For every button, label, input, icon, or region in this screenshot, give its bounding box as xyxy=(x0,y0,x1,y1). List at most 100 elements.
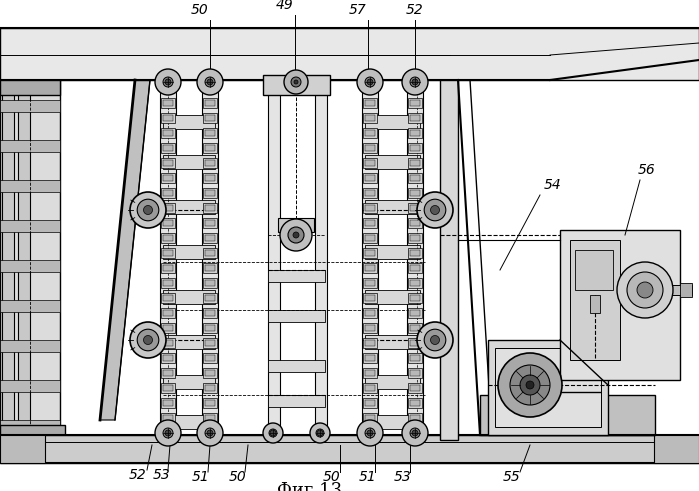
Bar xyxy=(205,295,215,301)
Bar xyxy=(363,128,377,138)
Bar xyxy=(163,245,215,259)
Circle shape xyxy=(637,282,653,298)
Circle shape xyxy=(310,423,330,443)
Bar xyxy=(363,203,377,213)
Bar xyxy=(163,130,173,136)
Bar xyxy=(408,353,422,363)
Bar xyxy=(0,80,60,95)
Bar xyxy=(363,323,377,333)
Bar xyxy=(410,280,420,286)
Bar xyxy=(203,323,217,333)
Text: 54: 54 xyxy=(544,178,562,192)
Bar xyxy=(408,218,422,228)
Bar xyxy=(163,385,173,391)
Circle shape xyxy=(316,429,324,437)
Bar xyxy=(161,278,175,288)
Bar xyxy=(408,158,422,168)
Bar xyxy=(278,218,314,232)
Bar xyxy=(163,280,173,286)
Circle shape xyxy=(137,199,159,221)
Bar xyxy=(0,435,699,463)
Bar xyxy=(161,218,175,228)
Bar xyxy=(163,235,173,241)
Bar xyxy=(408,203,422,213)
Circle shape xyxy=(367,79,373,85)
Bar xyxy=(205,145,215,151)
Bar xyxy=(365,160,375,166)
Bar xyxy=(205,220,215,226)
Bar xyxy=(365,310,375,316)
Bar xyxy=(363,413,377,423)
Bar xyxy=(163,295,173,301)
Bar xyxy=(365,335,420,349)
Bar xyxy=(205,400,215,406)
Bar xyxy=(2,80,14,440)
Bar xyxy=(362,88,378,435)
Bar xyxy=(163,415,173,421)
Bar xyxy=(205,190,215,196)
Bar xyxy=(410,250,420,256)
Text: 49: 49 xyxy=(276,0,294,12)
Bar xyxy=(161,413,175,423)
Bar xyxy=(268,88,280,435)
Bar xyxy=(410,385,420,391)
Bar xyxy=(163,115,173,121)
Bar xyxy=(205,325,215,331)
Bar xyxy=(161,338,175,348)
Bar xyxy=(203,338,217,348)
Bar xyxy=(363,248,377,258)
Bar xyxy=(203,368,217,378)
Bar xyxy=(408,278,422,288)
Bar xyxy=(410,340,420,346)
Bar xyxy=(0,300,60,312)
Bar xyxy=(161,143,175,153)
Bar xyxy=(410,100,420,106)
Bar xyxy=(408,143,422,153)
Polygon shape xyxy=(100,80,150,420)
Bar xyxy=(203,293,217,303)
Circle shape xyxy=(365,428,375,438)
Bar xyxy=(365,200,420,214)
Circle shape xyxy=(520,375,540,395)
Bar xyxy=(203,158,217,168)
Text: 53: 53 xyxy=(153,468,171,482)
Bar xyxy=(203,98,217,108)
Circle shape xyxy=(357,69,383,95)
Bar xyxy=(268,270,325,282)
Bar xyxy=(163,100,173,106)
Circle shape xyxy=(357,420,383,446)
Bar xyxy=(363,383,377,393)
Bar xyxy=(365,100,375,106)
Circle shape xyxy=(137,329,159,351)
Bar xyxy=(410,205,420,211)
Bar xyxy=(408,173,422,183)
Bar xyxy=(205,100,215,106)
Bar xyxy=(203,413,217,423)
Bar xyxy=(161,233,175,243)
Bar xyxy=(203,263,217,273)
Bar xyxy=(363,173,377,183)
Bar xyxy=(363,398,377,408)
Bar xyxy=(363,353,377,363)
Bar xyxy=(18,80,30,440)
Circle shape xyxy=(197,69,223,95)
Bar xyxy=(363,113,377,123)
Bar xyxy=(365,400,375,406)
Bar xyxy=(408,293,422,303)
Bar xyxy=(365,370,375,376)
Bar xyxy=(365,355,375,361)
Bar xyxy=(363,263,377,273)
Bar xyxy=(205,115,215,121)
Bar xyxy=(680,283,692,297)
Circle shape xyxy=(143,335,152,345)
Bar xyxy=(365,245,420,259)
Bar xyxy=(161,248,175,258)
Bar xyxy=(203,113,217,123)
Circle shape xyxy=(627,272,663,308)
Bar xyxy=(408,233,422,243)
Bar xyxy=(205,250,215,256)
Bar xyxy=(161,158,175,168)
Bar xyxy=(161,203,175,213)
Circle shape xyxy=(617,262,673,318)
Bar xyxy=(163,115,215,129)
